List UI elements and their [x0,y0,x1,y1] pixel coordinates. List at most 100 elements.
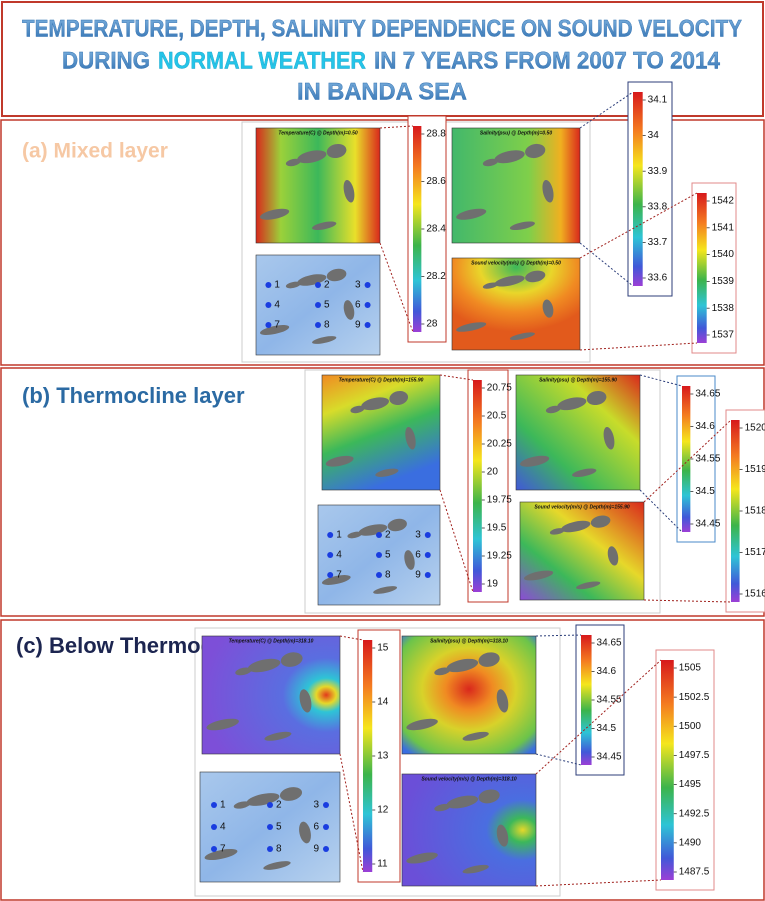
scale-label: 1520 [745,423,765,434]
station [327,552,333,558]
scale-label: 1505 [679,663,702,674]
colorbar [413,126,421,332]
station-label: 4 [336,550,342,561]
scale-label: 34.65 [597,638,622,649]
scale-label: 33.9 [648,166,668,177]
station [323,802,329,808]
scale-label: 1487.5 [679,867,710,878]
colorbar [731,420,740,602]
station [323,846,329,852]
station [365,282,371,288]
station-label: 6 [313,822,319,833]
station-label: 2 [324,280,330,291]
scale-label: 28.8 [426,129,446,140]
scale-label: 1518 [745,506,765,517]
station-label: 6 [355,300,361,311]
scale-label: 34 [648,130,660,141]
station [365,322,371,328]
map-title: Sound velocity(m/s) @ Depth(m)=0.50 [471,260,561,266]
scale-label: 28.6 [426,176,446,187]
station-label: 9 [355,320,361,331]
scale-label: 12 [377,805,389,816]
scale-label: 19.75 [487,495,512,506]
scale-label: 1495 [679,779,702,790]
station-label: 5 [385,550,391,561]
station [327,572,333,578]
map-title: Sound velocity(m/s) @ Depth(m)=318.10 [421,776,517,782]
station [265,302,271,308]
station-label: 2 [276,800,282,811]
station [265,322,271,328]
scale-label: 33.6 [648,273,668,284]
station [267,824,273,830]
colorbar [363,640,372,872]
station-label: 5 [324,300,330,311]
map-title: Temperature(C) @ Depth(m)=318.10 [229,638,314,644]
scale-label: 1497.5 [679,750,710,761]
scale-label: 1541 [712,222,735,233]
scale-label: 11 [377,859,388,870]
station [267,846,273,852]
station-label: 3 [313,800,319,811]
title-line: TEMPERATURE, DEPTH, SALINITY DEPENDENCE … [22,15,742,42]
station-label: 4 [220,822,226,833]
scale-label: 1492.5 [679,808,710,819]
scale-label: 28.4 [426,224,446,235]
station [425,572,431,578]
station-label: 7 [220,844,226,855]
scale-label: 34.45 [597,752,622,763]
map-title: Temperature(C) @ Depth(m)=0.50 [278,130,358,136]
colorbar [581,635,592,765]
scale-label: 1502.5 [679,692,710,703]
scale-label: 20.75 [487,383,512,394]
station [315,322,321,328]
station [425,552,431,558]
scale-label: 1516 [745,589,765,600]
station [211,846,217,852]
scale-label: 1540 [712,249,735,260]
map-title: Temperature(C) @ Depth(m)=155.90 [339,377,424,383]
station-label: 1 [274,280,280,291]
figure: TEMPERATURE, DEPTH, SALINITY DEPENDENCE … [0,0,765,901]
scale-label: 19.25 [487,551,512,562]
colorbar [633,92,643,286]
map-title: Salinity(psu) @ Depth(m)=0.50 [480,130,552,136]
scale-label: 20 [487,467,499,478]
colorbar [697,193,707,343]
station [323,824,329,830]
station [315,302,321,308]
station-label: 9 [313,844,319,855]
scale-label: 28 [426,319,438,330]
scale-label: 20.25 [487,439,512,450]
scale-label: 34.65 [695,389,720,400]
page: TEMPERATURE, DEPTH, SALINITY DEPENDENCE … [0,0,765,901]
scale-label: 34.5 [597,723,617,734]
station-label: 1 [220,800,226,811]
station [315,282,321,288]
scale-label: 15 [377,643,389,654]
section-label: (b) Thermocline layer [22,383,245,408]
station [376,532,382,538]
station [327,532,333,538]
station-label: 1 [336,530,342,541]
scale-label: 19 [487,579,499,590]
colorbar [682,386,690,532]
scale-label: 33.7 [648,237,668,248]
title-line: IN 7 YEARS FROM 2007 TO 2014 [374,47,721,74]
scale-label: 1538 [712,303,735,314]
scale-label: 34.1 [648,95,668,106]
scale-label: 34.55 [695,454,720,465]
station-label: 8 [385,570,391,581]
station [211,824,217,830]
station-label: 4 [274,300,280,311]
scale-label: 34.45 [695,519,720,530]
title-line: IN BANDA SEA [297,78,467,105]
scale-label: 19.5 [487,523,507,534]
scale-label: 1500 [679,721,702,732]
scale-label: 20.5 [487,411,507,422]
station [267,802,273,808]
colorbar [661,660,674,880]
station-label: 7 [336,570,342,581]
station [365,302,371,308]
scale-label: 1519 [745,464,765,475]
